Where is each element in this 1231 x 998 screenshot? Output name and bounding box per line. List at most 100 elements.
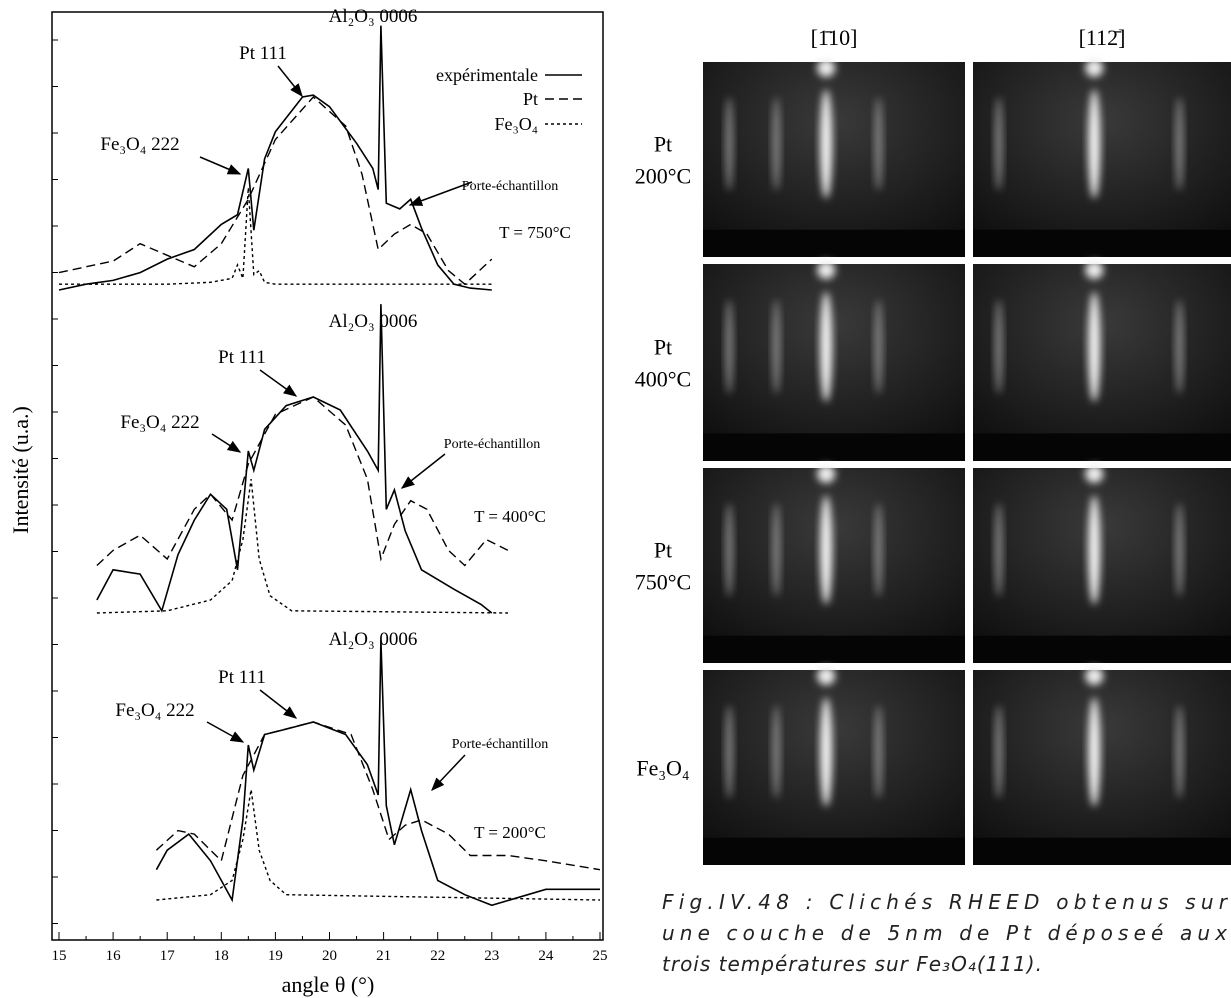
streak: [725, 705, 734, 799]
column-header: [112̄]: [1079, 25, 1126, 50]
row-label: 750°C: [635, 570, 691, 595]
curve: [155, 640, 600, 907]
spot: [817, 667, 836, 685]
shadow-band: [703, 433, 965, 461]
peak-label: Pt 111: [239, 43, 287, 64]
arrow: [199, 156, 242, 175]
x-tick-label: 23: [484, 948, 499, 964]
x-tick-label: 16: [106, 948, 122, 964]
x-tick-label: 15: [52, 948, 67, 964]
peak-label: Porte-échantillon: [444, 437, 540, 452]
streak: [874, 97, 883, 191]
spot: [1085, 261, 1104, 279]
caption-line: une couche de 5nm de Pt déposeé aux: [662, 921, 1228, 945]
rheed-image: [703, 465, 965, 663]
streak: [1088, 291, 1101, 402]
rheed-image: [703, 59, 965, 257]
legend-label: expérimentale: [436, 65, 538, 85]
row-label: Pt: [654, 132, 672, 157]
streak: [725, 299, 734, 395]
streak: [1088, 89, 1101, 199]
streak: [1175, 299, 1184, 395]
arrow: [259, 689, 298, 719]
legend-label: Pt: [523, 89, 538, 109]
shadow-band: [703, 635, 965, 663]
x-tick-label: 24: [538, 948, 554, 964]
streak: [994, 705, 1003, 799]
streak: [725, 97, 734, 191]
streak: [994, 503, 1003, 597]
streak: [820, 697, 833, 807]
peak-label: Porte-échantillon: [452, 737, 548, 752]
rheed-image: [973, 261, 1231, 461]
streak: [820, 495, 833, 605]
peak-label: Porte-échantillon: [462, 179, 558, 194]
image-bg: [973, 264, 1231, 461]
spot: [1085, 465, 1104, 483]
plot-frame: [51, 11, 604, 941]
streak: [772, 97, 781, 191]
caption-line: trois températures sur Fe₃O₄(111).: [662, 952, 1043, 976]
peak-label: Fe₃O₄ 222: [120, 412, 199, 433]
arrow: [431, 754, 466, 791]
streak: [994, 299, 1003, 395]
peak-label: Al₂O₃ 0006: [329, 311, 418, 332]
spot: [817, 261, 836, 279]
x-tick-label: 22: [430, 948, 445, 964]
temperature-label: T = 400°C: [474, 507, 546, 526]
streak: [874, 705, 883, 799]
x-tick-label: 18: [214, 948, 229, 964]
arrow: [259, 369, 298, 397]
rheed-image: [703, 667, 965, 865]
streak: [1088, 495, 1101, 605]
shadow-band: [703, 837, 965, 865]
streak: [820, 89, 833, 199]
streak: [772, 705, 781, 799]
arrow: [211, 433, 242, 453]
arrow: [206, 721, 245, 743]
x-tick-label: 17: [160, 948, 176, 964]
curve: [58, 25, 492, 291]
shadow-band: [703, 229, 965, 257]
x-tick-label: 19: [268, 948, 283, 964]
caption-line: Fig.IV.48 : Clichés RHEED obtenus sur: [662, 890, 1229, 914]
spot: [817, 465, 836, 483]
peak-label: Al₂O₃ 0006: [329, 6, 418, 27]
streak: [820, 291, 833, 402]
spot: [817, 59, 836, 77]
y-axis-label: Intensité (u.a.): [8, 406, 33, 534]
shadow-band: [973, 229, 1231, 257]
x-tick-label: 25: [593, 948, 608, 964]
row-label: Fe₃O₄: [636, 756, 689, 781]
rheed-image: [703, 261, 965, 461]
arrow: [408, 181, 473, 206]
streak: [874, 299, 883, 395]
row-label: 200°C: [635, 164, 691, 189]
streak: [725, 503, 734, 597]
streak: [1175, 705, 1184, 799]
arrow: [277, 65, 303, 98]
row-label: Pt: [654, 335, 672, 360]
x-tick-label: 21: [376, 948, 391, 964]
curve: [155, 721, 601, 871]
curve: [59, 187, 492, 285]
legend-label: Fe₃O₄: [494, 114, 538, 134]
image-bg: [703, 264, 965, 461]
column-header: [1̄10]: [811, 25, 858, 50]
streak: [772, 503, 781, 597]
streak: [994, 97, 1003, 191]
curve: [96, 396, 509, 567]
spot: [1085, 667, 1104, 685]
streak: [874, 503, 883, 597]
shadow-band: [973, 635, 1231, 663]
peak-label: Pt 111: [218, 347, 266, 368]
rheed-image: [973, 465, 1231, 663]
image-bg: [973, 468, 1231, 663]
x-axis-label: angle θ (°): [282, 972, 375, 997]
image-bg: [973, 670, 1231, 865]
streak: [1088, 697, 1101, 807]
shadow-band: [973, 837, 1231, 865]
temperature-label: T = 750°C: [499, 223, 571, 242]
